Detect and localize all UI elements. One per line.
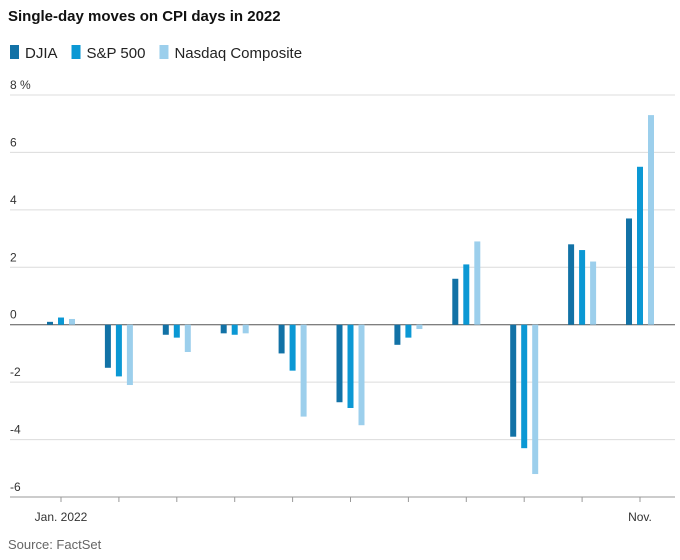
bar xyxy=(590,261,597,325)
bar xyxy=(416,324,423,330)
bar xyxy=(394,324,401,345)
y-tick-label: 4 xyxy=(10,193,17,207)
bar xyxy=(126,324,133,386)
bar xyxy=(648,115,654,325)
bar xyxy=(58,317,64,325)
bar xyxy=(242,324,249,334)
bar xyxy=(463,264,470,325)
bar xyxy=(220,324,227,334)
bar xyxy=(579,250,586,325)
y-tick-label: -4 xyxy=(10,423,21,437)
bar xyxy=(336,324,343,403)
y-tick-label: 0 xyxy=(10,308,17,322)
x-tick-label: Jan. 2022 xyxy=(35,510,88,524)
y-tick-label: -6 xyxy=(10,480,21,494)
y-tick-label: 2 xyxy=(10,250,17,264)
bar xyxy=(289,324,296,371)
bar xyxy=(637,166,643,325)
bar xyxy=(173,324,180,338)
x-tick-label: Nov. xyxy=(628,510,652,524)
y-tick-label: 8 % xyxy=(10,78,31,92)
legend-label: DJIA xyxy=(25,45,58,62)
bar xyxy=(300,324,307,417)
legend-swatch xyxy=(10,45,19,59)
chart-title: Single-day moves on CPI days in 2022 xyxy=(8,8,281,25)
bar xyxy=(162,324,169,335)
bar xyxy=(626,218,632,325)
bar xyxy=(104,324,111,368)
source: Source: FactSet xyxy=(8,537,102,552)
bar xyxy=(184,324,191,352)
legend-label: S&P 500 xyxy=(87,45,146,62)
bar xyxy=(452,278,459,325)
bar xyxy=(568,244,575,325)
bar xyxy=(47,321,53,325)
bar xyxy=(474,241,481,325)
bar xyxy=(69,318,75,325)
bar xyxy=(510,324,517,437)
y-tick-label: 6 xyxy=(10,135,17,149)
legend-swatch xyxy=(71,45,81,59)
bar xyxy=(115,324,122,377)
bar xyxy=(405,324,412,338)
bar xyxy=(231,324,238,335)
bar xyxy=(521,324,528,449)
legend-swatch xyxy=(159,45,169,59)
bar xyxy=(358,324,365,426)
legend: DJIA S&P 500 Nasdaq Composite xyxy=(10,45,302,62)
bar xyxy=(347,324,354,408)
bar xyxy=(278,324,285,354)
y-tick-label: -2 xyxy=(10,365,21,379)
legend-label: Nasdaq Composite xyxy=(174,45,302,62)
bar xyxy=(532,324,539,475)
